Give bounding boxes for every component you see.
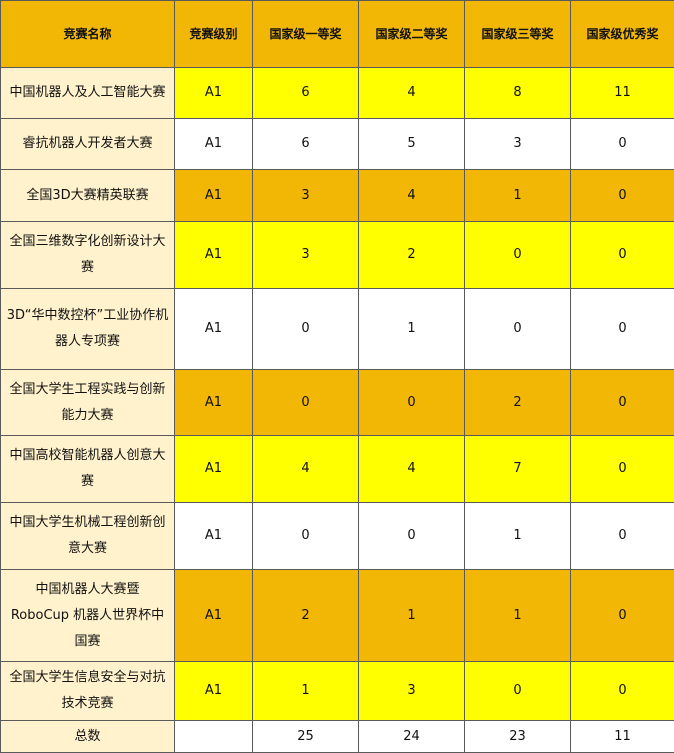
count-cell: 0: [571, 436, 674, 503]
count-cell: 0: [571, 289, 674, 370]
count-cell: 4: [359, 170, 465, 222]
count-cell: 3: [465, 119, 571, 170]
total-cell: 11: [571, 721, 674, 753]
count-cell: 5: [359, 119, 465, 170]
level-cell: A1: [175, 289, 253, 370]
count-cell: 0: [359, 370, 465, 436]
total-label: 总数: [1, 721, 175, 753]
level-cell: A1: [175, 503, 253, 570]
empty-cell: [175, 721, 253, 753]
count-cell: 0: [571, 570, 674, 662]
count-cell: 1: [253, 662, 359, 721]
count-cell: 0: [571, 222, 674, 289]
count-cell: 2: [253, 570, 359, 662]
competition-name: 中国大学生机械工程创新创意大赛: [1, 503, 175, 570]
level-cell: A1: [175, 662, 253, 721]
count-cell: 0: [465, 289, 571, 370]
competition-name: 全国大学生工程实践与创新能力大赛: [1, 370, 175, 436]
count-cell: 3: [359, 662, 465, 721]
count-cell: 3: [253, 170, 359, 222]
competition-name: 全国3D大赛精英联赛: [1, 170, 175, 222]
total-cell: 25: [253, 721, 359, 753]
count-cell: 0: [571, 119, 674, 170]
count-cell: 0: [253, 503, 359, 570]
level-cell: A1: [175, 170, 253, 222]
count-cell: 6: [253, 68, 359, 119]
count-cell: 0: [465, 222, 571, 289]
level-cell: A1: [175, 119, 253, 170]
count-cell: 7: [465, 436, 571, 503]
header-row: 竞赛名称竞赛级别国家级一等奖国家级二等奖国家级三等奖国家级优秀奖: [1, 1, 674, 68]
header-cell: 国家级优秀奖: [571, 1, 674, 68]
count-cell: 0: [571, 170, 674, 222]
header-cell: 国家级一等奖: [253, 1, 359, 68]
total-cell: 24: [359, 721, 465, 753]
count-cell: 2: [359, 222, 465, 289]
header-cell: 竞赛级别: [175, 1, 253, 68]
count-cell: 0: [571, 662, 674, 721]
competition-name: 中国高校智能机器人创意大赛: [1, 436, 175, 503]
level-cell: A1: [175, 68, 253, 119]
competition-name: 全国三维数字化创新设计大赛: [1, 222, 175, 289]
level-cell: A1: [175, 222, 253, 289]
count-cell: 1: [465, 170, 571, 222]
count-cell: 0: [253, 289, 359, 370]
header-cell: 国家级三等奖: [465, 1, 571, 68]
count-cell: 1: [359, 570, 465, 662]
competition-name: 中国机器人及人工智能大赛: [1, 68, 175, 119]
count-cell: 3: [253, 222, 359, 289]
count-cell: 1: [359, 289, 465, 370]
competition-name: 中国机器人大赛暨 RoboCup 机器人世界杯中国赛: [1, 570, 175, 662]
total-cell: 23: [465, 721, 571, 753]
count-cell: 0: [359, 503, 465, 570]
level-cell: A1: [175, 370, 253, 436]
competition-name: 睿抗机器人开发者大赛: [1, 119, 175, 170]
competition-name: 全国大学生信息安全与对抗技术竞赛: [1, 662, 175, 721]
count-cell: 8: [465, 68, 571, 119]
count-cell: 0: [571, 503, 674, 570]
count-cell: 1: [465, 570, 571, 662]
count-cell: 4: [253, 436, 359, 503]
count-cell: 1: [465, 503, 571, 570]
count-cell: 0: [571, 370, 674, 436]
count-cell: 4: [359, 68, 465, 119]
level-cell: A1: [175, 570, 253, 662]
level-cell: A1: [175, 436, 253, 503]
count-cell: 6: [253, 119, 359, 170]
count-cell: 0: [465, 662, 571, 721]
header-cell: 国家级二等奖: [359, 1, 465, 68]
count-cell: 2: [465, 370, 571, 436]
header-cell: 竞赛名称: [1, 1, 175, 68]
competition-name: 3D“华中数控杯”工业协作机器人专项赛: [1, 289, 175, 370]
count-cell: 11: [571, 68, 674, 119]
count-cell: 0: [253, 370, 359, 436]
count-cell: 4: [359, 436, 465, 503]
